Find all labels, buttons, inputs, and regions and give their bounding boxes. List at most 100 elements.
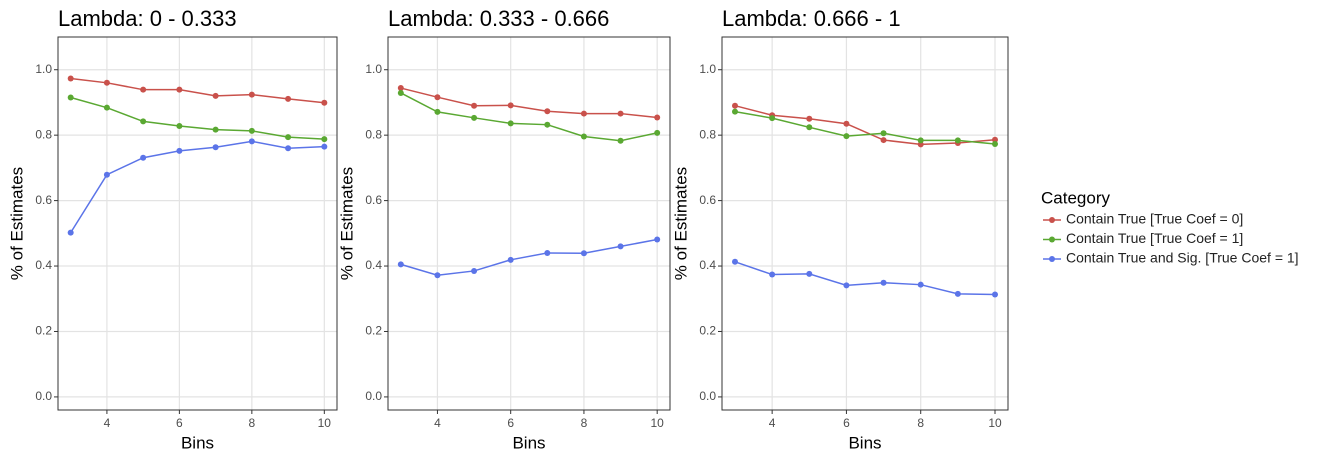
data-point <box>140 118 147 125</box>
data-point <box>806 124 813 131</box>
plot-background <box>722 37 1008 410</box>
data-point <box>507 102 514 109</box>
x-tick-label: 8 <box>917 416 924 430</box>
chart-title: Lambda: 0.333 - 0.666 <box>388 6 609 31</box>
data-point <box>397 89 404 96</box>
y-axis-label: % of Estimates <box>337 167 356 280</box>
data-point <box>806 270 813 277</box>
y-tick-label: 0.6 <box>35 193 52 207</box>
y-tick-label: 0.2 <box>365 324 382 338</box>
legend-label: Contain True [True Coef = 1] <box>1066 230 1243 246</box>
data-point <box>617 137 624 144</box>
series-line <box>70 140 325 234</box>
data-point <box>654 114 661 121</box>
series-line <box>70 77 325 104</box>
legend-key-dot <box>1049 256 1055 262</box>
data-point <box>992 136 998 143</box>
plot-border <box>721 36 1009 411</box>
plot-background <box>388 37 670 410</box>
data-point <box>471 267 478 274</box>
x-tick-label: 6 <box>507 416 514 430</box>
data-point <box>67 94 74 101</box>
data-point <box>285 95 292 102</box>
data-point <box>212 144 219 151</box>
data-point <box>843 133 850 140</box>
data-point <box>580 110 587 117</box>
y-tick-label: 0.8 <box>365 127 382 141</box>
y-tick-label: 0.0 <box>365 389 382 403</box>
data-point <box>507 256 514 263</box>
data-point <box>471 114 478 121</box>
data-point <box>471 102 478 109</box>
data-point <box>732 102 738 109</box>
data-point <box>321 143 328 150</box>
data-point <box>285 145 292 152</box>
legend-key-dot <box>1049 217 1055 223</box>
x-tick-label: 10 <box>318 416 332 430</box>
data-point <box>434 94 441 101</box>
data-point <box>248 127 255 134</box>
series-line <box>400 92 658 142</box>
data-point <box>248 138 255 145</box>
x-axis-label: Bins <box>848 433 881 452</box>
series-line <box>734 261 996 296</box>
series-line <box>734 110 996 145</box>
data-point <box>103 104 110 111</box>
y-tick-label: 0.0 <box>699 389 716 403</box>
x-tick-label: 8 <box>581 416 588 430</box>
data-point <box>176 86 183 93</box>
data-point <box>248 91 255 98</box>
x-tick-label: 10 <box>988 416 1002 430</box>
y-tick-label: 0.8 <box>35 127 52 141</box>
data-point <box>992 140 998 147</box>
legend-key-dot <box>1049 236 1055 243</box>
y-tick-label: 0.2 <box>699 324 716 338</box>
data-point <box>212 126 219 133</box>
data-point <box>103 79 110 86</box>
data-point <box>769 115 776 122</box>
data-point <box>617 243 624 250</box>
legend-title: Category <box>1041 188 1110 207</box>
data-point <box>732 258 738 265</box>
data-point <box>806 115 813 122</box>
data-point <box>917 137 924 144</box>
data-point <box>140 86 147 93</box>
data-point <box>954 290 961 297</box>
data-point <box>321 99 328 106</box>
x-axis-label: Bins <box>512 433 545 452</box>
data-point <box>285 134 292 141</box>
data-point <box>732 108 738 115</box>
series-line <box>70 96 325 140</box>
data-point <box>843 282 850 289</box>
chart-title: Lambda: 0 - 0.333 <box>58 6 237 31</box>
x-tick-label: 6 <box>176 416 183 430</box>
data-point <box>880 279 887 286</box>
y-tick-label: 0.6 <box>365 193 382 207</box>
data-point <box>544 249 551 256</box>
data-point <box>880 130 887 137</box>
data-point <box>654 129 661 136</box>
data-point <box>397 85 404 92</box>
x-tick-label: 6 <box>843 416 850 430</box>
data-point <box>992 291 998 298</box>
data-point <box>507 120 514 127</box>
y-tick-label: 0.4 <box>699 258 716 272</box>
y-tick-label: 1.0 <box>699 62 716 76</box>
x-tick-label: 10 <box>651 416 665 430</box>
plot-border <box>57 36 338 411</box>
data-point <box>917 281 924 288</box>
data-point <box>176 147 183 154</box>
data-point <box>617 110 624 117</box>
data-point <box>544 108 551 115</box>
data-point <box>954 137 961 144</box>
data-point <box>67 75 74 82</box>
data-point <box>769 271 776 278</box>
data-point <box>321 136 328 143</box>
y-axis-label: % of Estimates <box>7 167 26 280</box>
y-axis-label: % of Estimates <box>671 167 690 280</box>
y-tick-label: 1.0 <box>35 62 52 76</box>
series-line <box>734 104 996 146</box>
data-point <box>212 92 219 99</box>
x-tick-label: 8 <box>249 416 256 430</box>
